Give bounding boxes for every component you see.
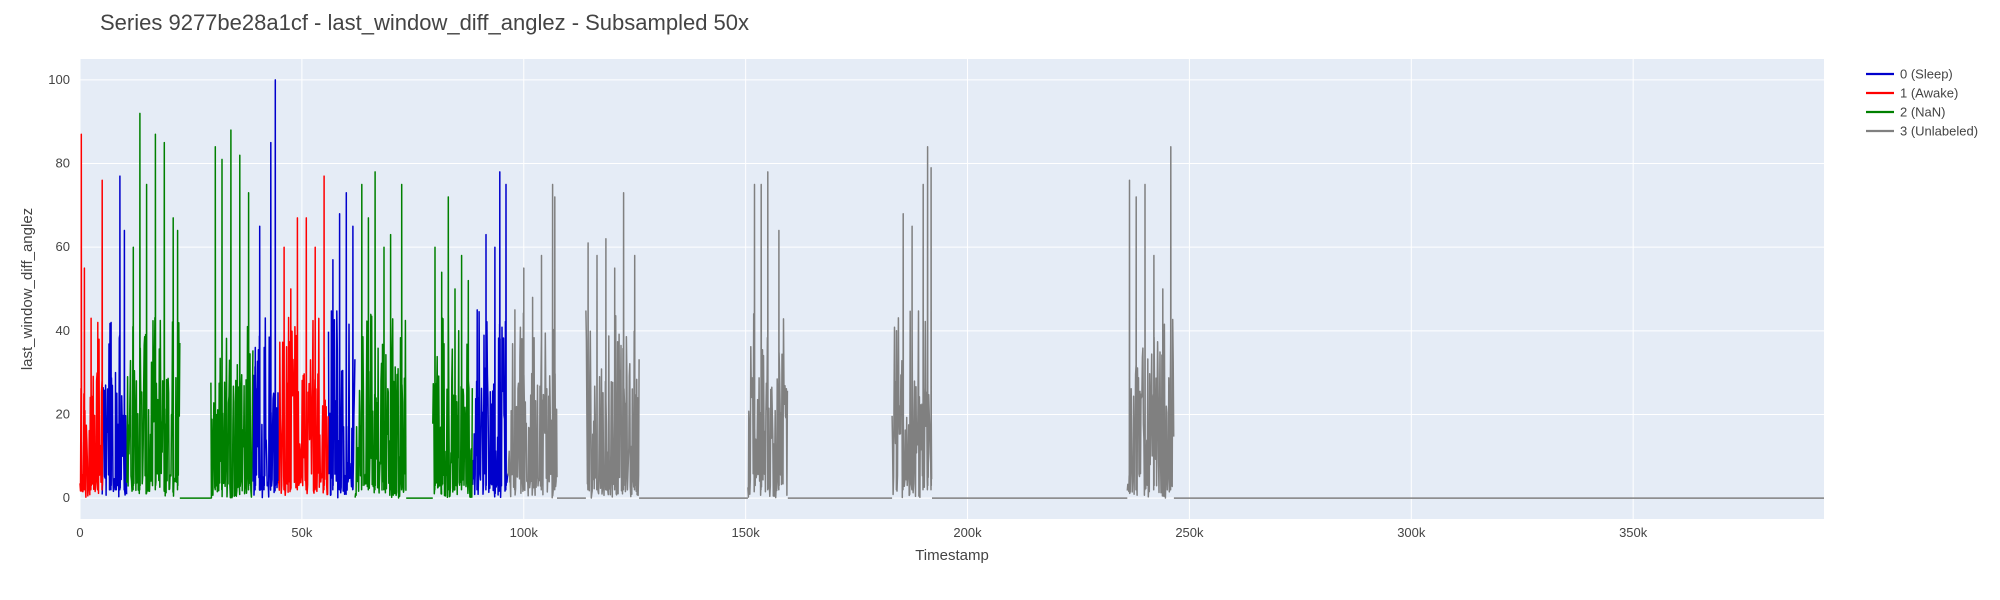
legend-item[interactable]: 0 (Sleep) <box>1866 67 1953 82</box>
legend-item[interactable]: 1 (Awake) <box>1866 86 1958 101</box>
series-line <box>507 183 558 499</box>
y-tick-label: 60 <box>56 239 70 254</box>
series-line <box>747 171 789 499</box>
x-tick-label: 200k <box>953 525 982 540</box>
series-line <box>125 112 181 497</box>
series-line <box>327 192 356 499</box>
x-tick-label: 0 <box>76 525 83 540</box>
series-line <box>278 175 329 497</box>
y-tick-label: 0 <box>63 490 70 505</box>
x-tick-label: 250k <box>1175 525 1204 540</box>
legend-item[interactable]: 2 (NaN) <box>1866 105 1946 120</box>
y-tick-label: 20 <box>56 406 70 421</box>
series-line <box>101 175 128 498</box>
y-tick-label: 40 <box>56 323 70 338</box>
series-line <box>1126 146 1175 499</box>
y-tick-label: 80 <box>56 156 70 171</box>
x-tick-label: 100k <box>510 525 539 540</box>
series-group <box>125 112 474 499</box>
series-group <box>101 79 509 499</box>
x-axis-label: Timestamp <box>915 547 989 564</box>
legend[interactable]: 0 (Sleep) 1 (Awake) 2 (NaN) 3 (Unlabeled) <box>1866 67 1978 139</box>
y-axis-label: last_window_diff_anglez <box>19 208 36 370</box>
legend-label: 1 (Awake) <box>1900 86 1958 101</box>
series-line <box>354 171 407 499</box>
x-tick-label: 300k <box>1397 525 1426 540</box>
legend-label: 2 (NaN) <box>1900 105 1946 120</box>
x-tick-label: 350k <box>1619 525 1648 540</box>
series-line <box>585 192 640 499</box>
chart-title: Series 9277be28a1cf - last_window_diff_a… <box>100 10 749 35</box>
series-line <box>252 79 280 499</box>
x-tick-label: 50k <box>291 525 312 540</box>
series-line <box>471 171 509 499</box>
series-line <box>210 129 254 499</box>
x-tick-label: 150k <box>732 525 761 540</box>
series-group <box>507 146 1824 499</box>
series-line <box>432 196 474 499</box>
y-tick-label: 100 <box>48 72 70 87</box>
legend-label: 0 (Sleep) <box>1900 67 1953 82</box>
series-line <box>79 133 104 498</box>
axis-ticks: 0 20 40 60 80 100 0 50k 100k 150k 200k 250k 300k 350k <box>48 72 1647 540</box>
series-group <box>79 133 329 498</box>
series-layer <box>79 79 1824 499</box>
legend-item[interactable]: 3 (Unlabeled) <box>1866 124 1978 139</box>
series-line <box>891 146 933 499</box>
legend-label: 3 (Unlabeled) <box>1900 124 1978 139</box>
